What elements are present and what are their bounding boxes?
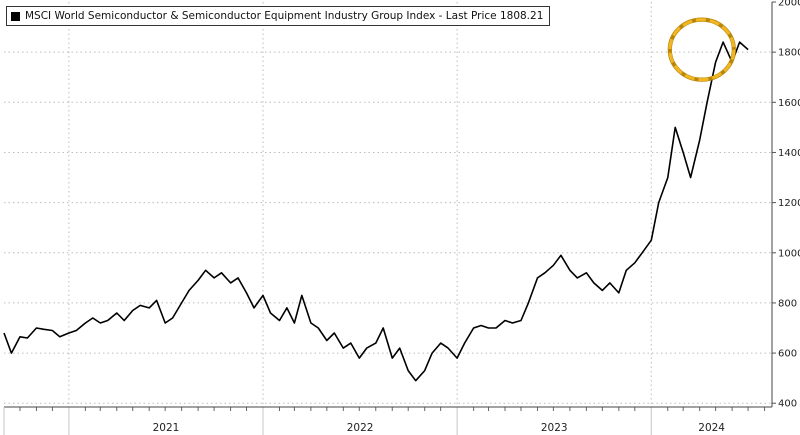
axes: 400 600 800 1000 1200 1400 1600 1800 2000 2021 202… bbox=[3, 0, 800, 435]
annotation-layer bbox=[667, 17, 736, 82]
x-tick-label: 2022 bbox=[347, 422, 374, 434]
legend-swatch bbox=[11, 11, 20, 21]
y-tick-label: 1200 bbox=[778, 198, 800, 209]
y-tick-label: 1600 bbox=[778, 98, 800, 109]
y-tick-label: 1000 bbox=[778, 248, 800, 259]
y-tick-label: 400 bbox=[778, 399, 797, 410]
legend-label: MSCI World Semiconductor & Semiconductor… bbox=[25, 10, 544, 22]
series-layer bbox=[3, 41, 749, 382]
y-tick-label: 600 bbox=[778, 349, 797, 360]
highlight-circle bbox=[668, 18, 736, 82]
x-tick-label: 2023 bbox=[541, 422, 568, 434]
grid bbox=[4, 2, 772, 407]
x-tick-label: 2024 bbox=[698, 422, 725, 434]
y-tick-label: 1400 bbox=[778, 148, 800, 159]
series-line bbox=[3, 41, 749, 382]
y-tick-label: 800 bbox=[778, 298, 797, 309]
legend: MSCI World Semiconductor & Semiconductor… bbox=[6, 6, 551, 26]
y-tick-label: 2000 bbox=[778, 0, 800, 9]
x-tick-label: 2021 bbox=[153, 422, 180, 434]
y-tick-label: 1800 bbox=[778, 48, 800, 59]
